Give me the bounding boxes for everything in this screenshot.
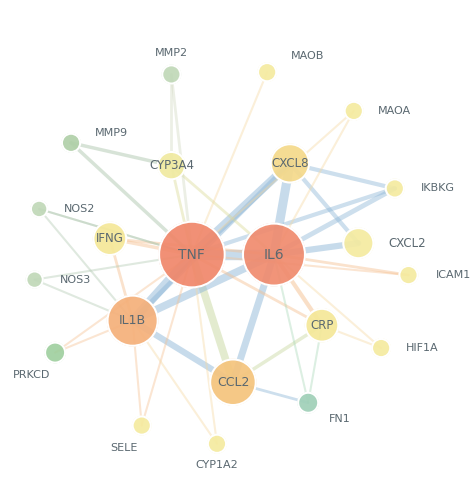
Circle shape (399, 266, 418, 284)
Circle shape (386, 180, 404, 198)
Text: CRP: CRP (310, 318, 333, 332)
Circle shape (31, 201, 48, 217)
Circle shape (258, 63, 276, 82)
Text: TNF: TNF (179, 248, 205, 262)
Text: MMP2: MMP2 (155, 48, 188, 58)
Text: MMP9: MMP9 (95, 128, 128, 138)
Circle shape (345, 102, 363, 120)
Text: NOS2: NOS2 (64, 204, 95, 214)
Circle shape (62, 134, 80, 152)
Text: MAOB: MAOB (291, 51, 324, 61)
Circle shape (27, 272, 43, 288)
Text: NOS3: NOS3 (60, 274, 91, 284)
Circle shape (45, 342, 65, 362)
Text: FN1: FN1 (329, 414, 351, 424)
Circle shape (372, 339, 390, 357)
Text: CXCL8: CXCL8 (271, 157, 309, 170)
Text: CYP3A4: CYP3A4 (149, 159, 194, 172)
Circle shape (210, 360, 256, 405)
Circle shape (158, 152, 185, 180)
Circle shape (343, 228, 373, 258)
Circle shape (159, 222, 225, 288)
Text: IKBKG: IKBKG (421, 184, 455, 194)
Circle shape (305, 309, 338, 342)
Circle shape (243, 224, 305, 286)
Text: SELE: SELE (110, 443, 137, 453)
Text: CXCL2: CXCL2 (388, 236, 426, 250)
Text: MAOA: MAOA (378, 106, 410, 116)
Circle shape (94, 222, 126, 255)
Circle shape (271, 144, 309, 182)
Text: CCL2: CCL2 (217, 376, 249, 388)
Circle shape (107, 296, 158, 346)
Text: CYP1A2: CYP1A2 (196, 460, 238, 470)
Text: IL6: IL6 (264, 248, 285, 262)
Circle shape (133, 416, 151, 434)
Text: PRKCD: PRKCD (13, 370, 50, 380)
Circle shape (298, 392, 318, 413)
Circle shape (208, 434, 226, 453)
Text: ICAM1: ICAM1 (436, 270, 471, 280)
Text: IL1B: IL1B (119, 314, 146, 327)
Text: HIF1A: HIF1A (406, 343, 439, 353)
Circle shape (162, 66, 180, 84)
Text: IFNG: IFNG (96, 232, 124, 245)
